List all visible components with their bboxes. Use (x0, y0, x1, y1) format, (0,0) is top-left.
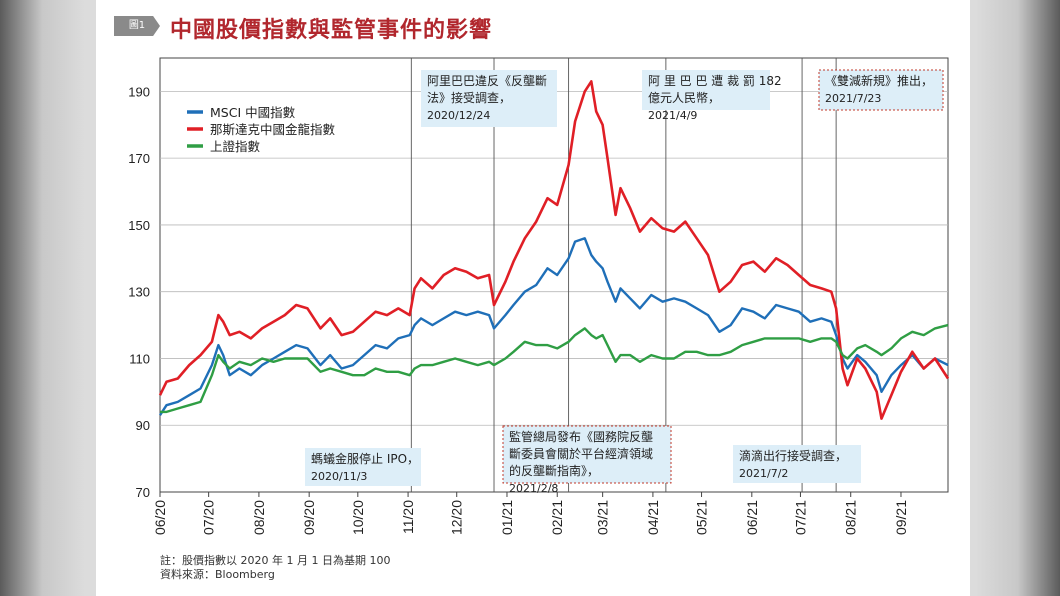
event-label-text: 斷委員會關於平台經濟領域 (509, 446, 653, 461)
note-base-index: 註：股價指數以 2020 年 1 月 1 日為基期 100 (160, 554, 391, 567)
event-label-text: 阿里巴巴違反《反壟斷 (427, 73, 547, 88)
event-annotation-box (818, 69, 944, 111)
y-tick-label: 150 (128, 218, 150, 233)
event-date-label: 2020/12/24 (427, 109, 490, 122)
x-tick-label: 07/20 (201, 500, 217, 535)
x-tick-label: 03/21 (595, 500, 611, 535)
event-date-label: 2020/11/3 (311, 470, 367, 483)
series-line-1 (158, 237, 949, 416)
x-tick-label: 06/21 (744, 500, 760, 535)
plot-area-border (159, 57, 949, 493)
chart-title: 中國股價指數與監管事件的影響 (170, 17, 493, 43)
series-line-3 (160, 323, 949, 414)
event-label-text: 《雙減新規》推出， (825, 73, 933, 88)
x-tick-label: 09/21 (893, 500, 909, 535)
x-tick-label: 02/21 (549, 500, 565, 535)
event-annotation-box (421, 70, 557, 127)
x-tick-label: 12/20 (449, 500, 465, 535)
figure-number-badge: 圖1 (114, 16, 160, 36)
event-label-text: 法》接受調查， (427, 90, 511, 105)
y-tick-label: 130 (128, 285, 150, 300)
x-tick-label: 08/21 (843, 500, 859, 535)
x-tick-label: 05/21 (694, 500, 710, 535)
event-label-text: 的反壟斷指南》， (509, 463, 599, 478)
x-tick-label: 04/21 (645, 500, 661, 535)
event-label-text: 阿 里 巴 巴 遭 裁 罰 182 (648, 74, 782, 88)
y-tick-label: 110 (129, 351, 150, 366)
series-line-2 (158, 80, 950, 420)
x-tick-label: 08/20 (251, 500, 267, 535)
legend-label: 那斯達克中國金龍指數 (210, 122, 336, 137)
event-date-label: 2021/7/2 (739, 467, 788, 480)
x-tick-label: 01/21 (499, 500, 515, 535)
legend-label: 上證指數 (210, 139, 261, 154)
event-label-text: 監管總局發布《國務院反壟 (509, 429, 653, 444)
y-tick-label: 170 (128, 151, 150, 166)
event-annotation-box (642, 70, 770, 110)
event-annotation-box (502, 425, 672, 484)
y-tick-label: 70 (136, 485, 150, 500)
event-date-label: 2021/4/9 (648, 109, 697, 122)
event-label-text: 滴滴出行接受調查， (739, 448, 847, 463)
event-label-text: 螞蟻金服停止 IPO， (311, 451, 419, 466)
x-tick-label: 09/20 (301, 500, 317, 535)
event-date-label: 2021/7/23 (825, 92, 881, 105)
x-tick-label: 11/20 (400, 500, 416, 534)
event-date-label: 2021/2/8 (509, 482, 558, 495)
event-label-text: 億元人民幣， (648, 91, 720, 105)
x-tick-label: 07/21 (792, 500, 808, 535)
event-annotation-box (305, 448, 421, 486)
y-tick-label: 90 (136, 418, 150, 433)
y-tick-label: 190 (128, 84, 150, 99)
legend-label: MSCI 中國指數 (210, 105, 296, 120)
x-tick-label: 10/20 (350, 500, 366, 535)
event-annotation-box (733, 445, 861, 483)
x-tick-label: 06/20 (152, 500, 168, 535)
note-source: 資料來源：Bloomberg (160, 568, 275, 581)
